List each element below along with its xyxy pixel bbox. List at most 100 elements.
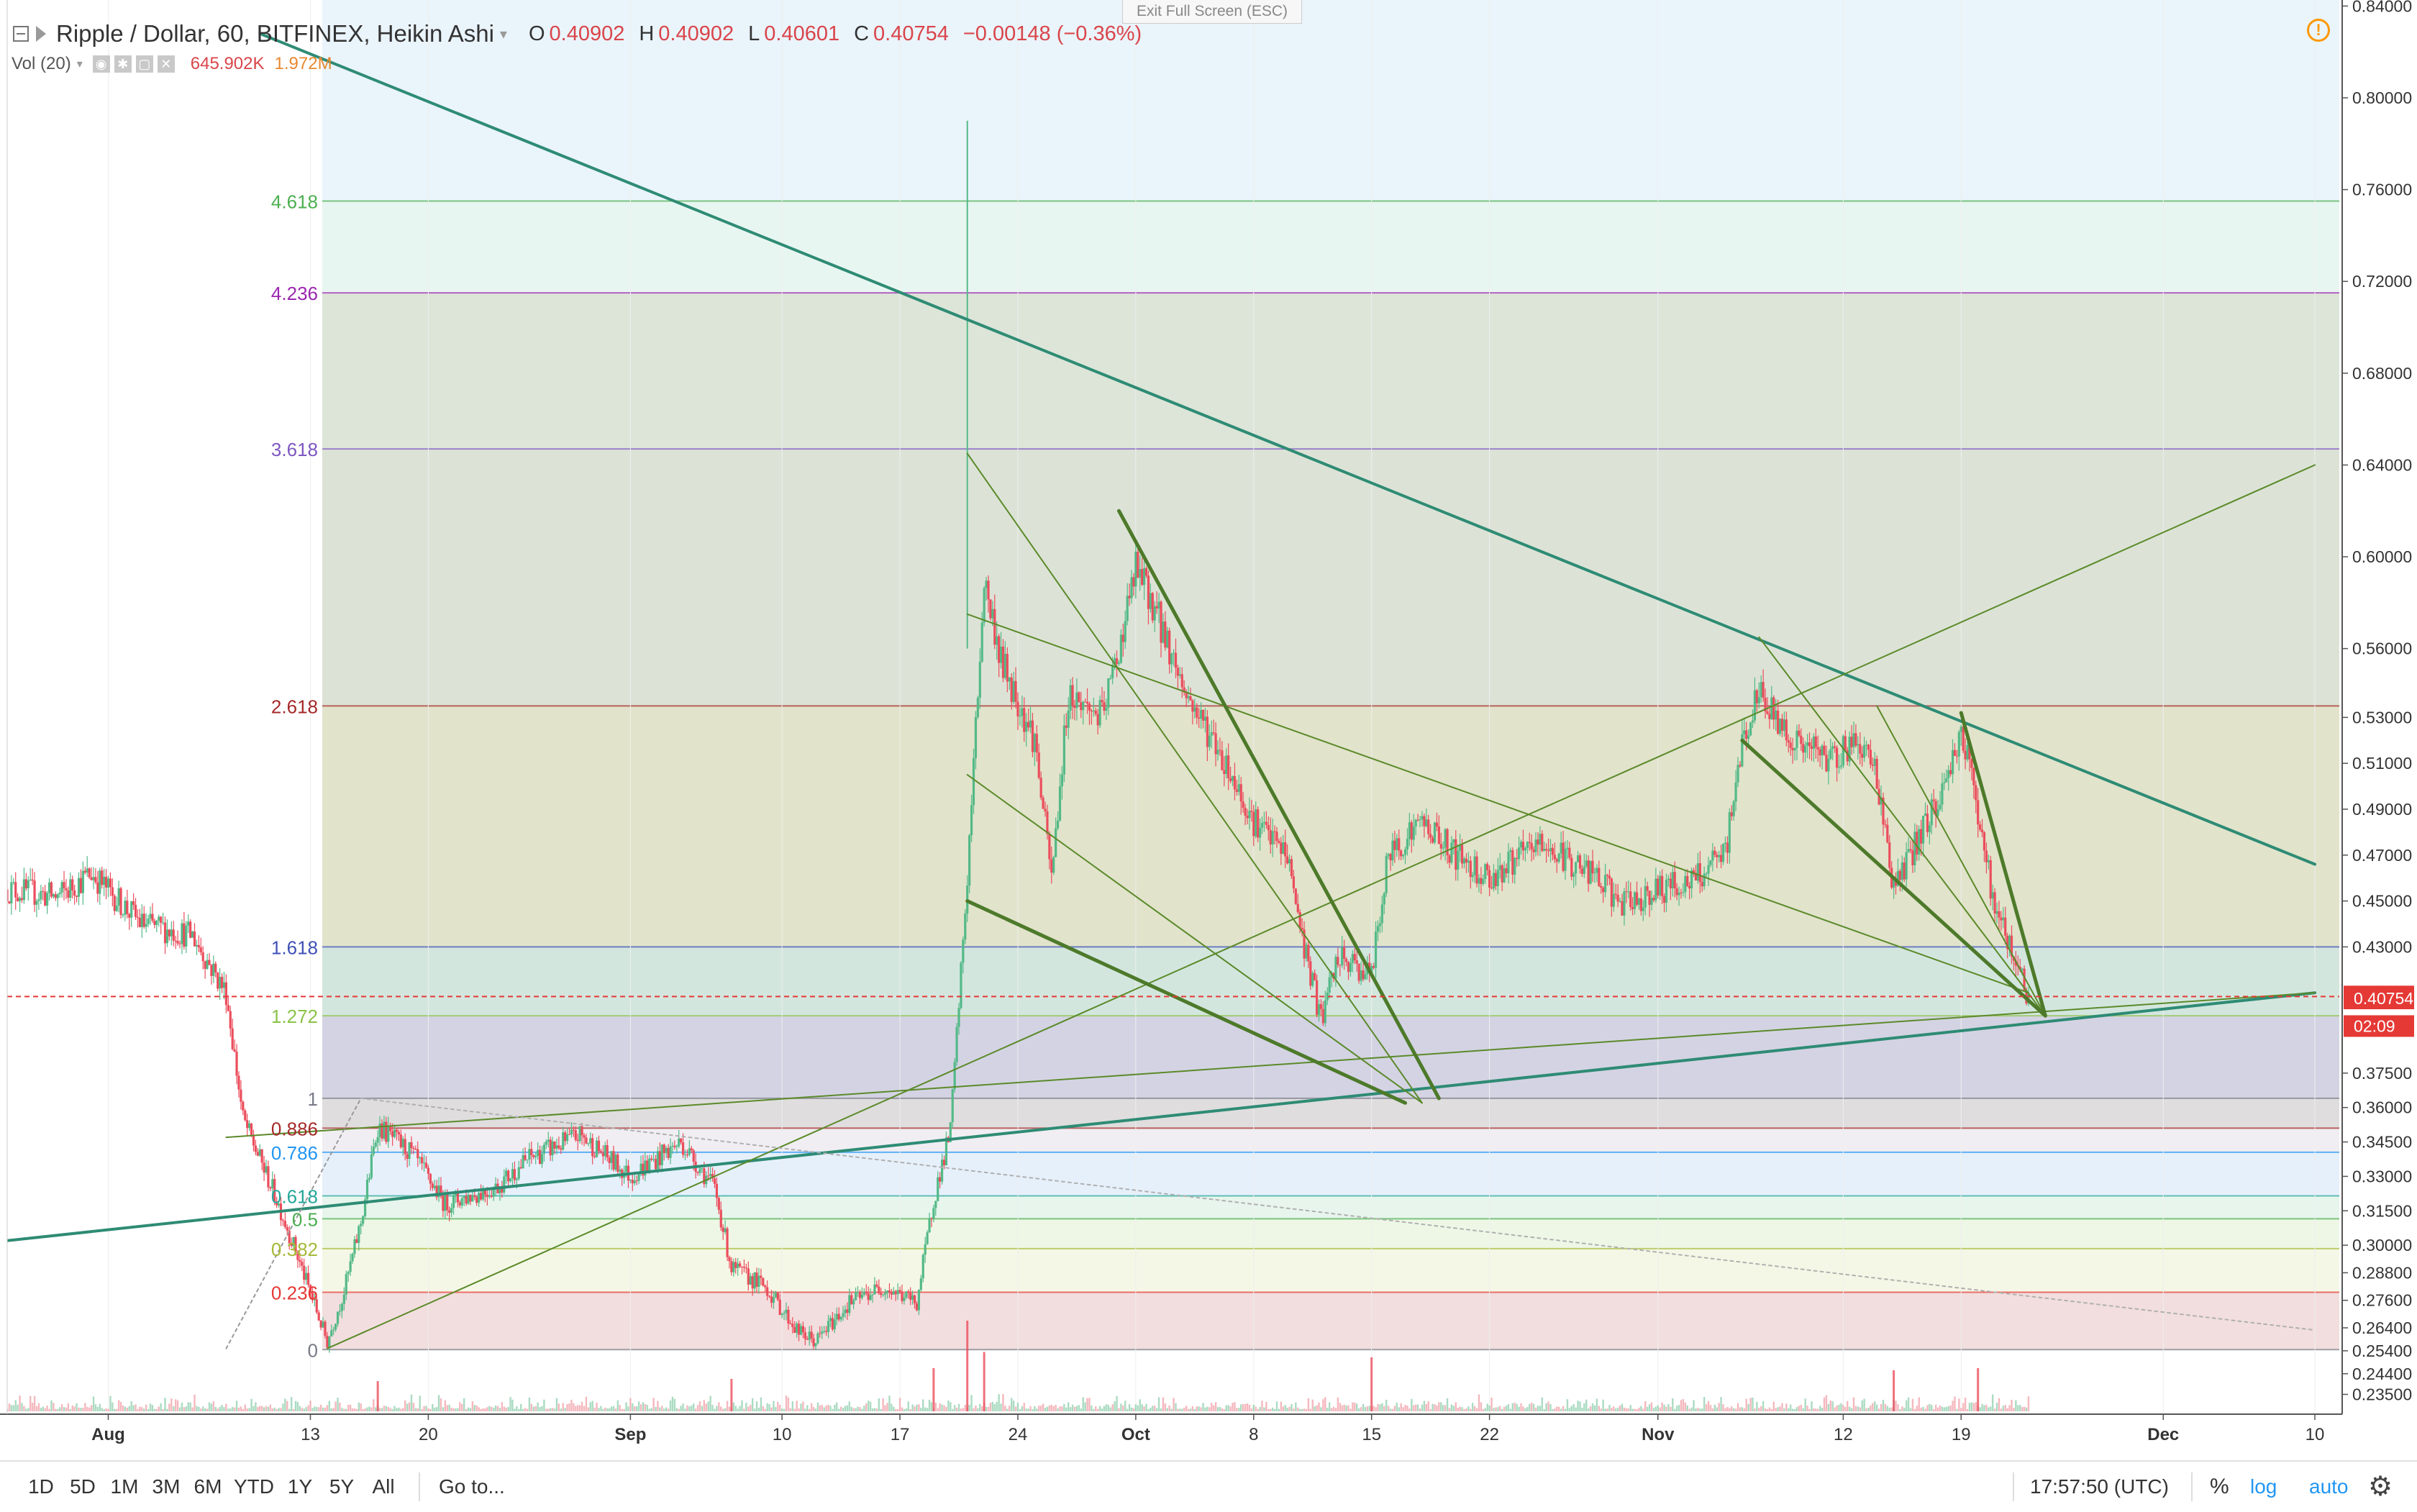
range-5d-button[interactable]: 5D bbox=[70, 1475, 96, 1498]
chevron-down-icon[interactable]: ▾ bbox=[499, 26, 507, 42]
range-5y-button[interactable]: 5Y bbox=[329, 1475, 355, 1498]
volume-bar bbox=[519, 1403, 522, 1411]
candle-body bbox=[1585, 860, 1588, 867]
range-1m-button[interactable]: 1M bbox=[110, 1475, 139, 1498]
candle-body bbox=[591, 1138, 594, 1157]
volume-bar bbox=[1391, 1408, 1394, 1411]
candle-body bbox=[1945, 778, 1948, 783]
candle-body bbox=[1545, 849, 1548, 850]
volume-bar bbox=[1747, 1404, 1749, 1411]
candle-body bbox=[545, 1142, 547, 1145]
range-1y-button[interactable]: 1Y bbox=[287, 1475, 313, 1498]
utc-clock[interactable]: 17:57:50 (UTC) bbox=[2030, 1475, 2169, 1498]
candle-body bbox=[903, 1297, 906, 1301]
log-scale-button[interactable]: log bbox=[2250, 1475, 2277, 1498]
candle-body bbox=[1031, 720, 1034, 752]
volume-bar bbox=[1829, 1401, 1831, 1411]
volume-indicator-name[interactable]: Vol (20) bbox=[12, 54, 71, 73]
candle-body bbox=[1155, 606, 1158, 609]
volume-bar bbox=[366, 1407, 368, 1411]
volume-bar bbox=[1470, 1408, 1472, 1411]
candle-body bbox=[1892, 879, 1895, 888]
volume-bar bbox=[427, 1408, 429, 1411]
candle-body bbox=[1980, 829, 1984, 833]
volume-bar bbox=[629, 1398, 632, 1411]
close-icon[interactable]: ✕ bbox=[157, 55, 175, 73]
candle-body bbox=[2002, 917, 2005, 921]
candle-body bbox=[101, 870, 104, 885]
candle-body bbox=[751, 1276, 754, 1289]
candle-body bbox=[1707, 865, 1710, 874]
volume-bar bbox=[280, 1408, 282, 1411]
alert-icon[interactable]: ! bbox=[2307, 19, 2330, 42]
chevron-down-icon[interactable]: ▾ bbox=[76, 58, 83, 70]
candle-body bbox=[919, 1278, 922, 1290]
x-tick-label: 12 bbox=[1834, 1425, 1853, 1444]
volume-bar bbox=[200, 1408, 202, 1411]
candle-body bbox=[642, 1163, 645, 1176]
square-icon[interactable]: ▢ bbox=[135, 55, 153, 73]
volume-bar bbox=[1069, 1407, 1072, 1411]
candle-body bbox=[1301, 927, 1303, 930]
candle-body bbox=[1543, 849, 1546, 852]
volume-bar bbox=[922, 1399, 924, 1411]
gear-icon[interactable]: ⚙ bbox=[2368, 1472, 2393, 1502]
candle-body bbox=[787, 1309, 790, 1324]
symbol-title[interactable]: Ripple / Dollar, 60, BITFINEX, Heikin As… bbox=[56, 20, 494, 47]
y-tick-label: 0.51000 bbox=[2352, 754, 2412, 773]
candle-body bbox=[970, 805, 973, 836]
volume-bar bbox=[1332, 1406, 1335, 1411]
candle-body bbox=[1657, 878, 1660, 896]
candle-body bbox=[1376, 926, 1380, 932]
volume-bar bbox=[1549, 1403, 1552, 1411]
candle-body bbox=[856, 1292, 860, 1293]
candle-body bbox=[858, 1292, 862, 1298]
candle-body bbox=[1149, 593, 1152, 609]
settings-icon[interactable]: ✱ bbox=[114, 55, 132, 73]
candle-body bbox=[945, 1137, 948, 1165]
volume-bar bbox=[17, 1404, 19, 1411]
volume-bar bbox=[898, 1398, 901, 1411]
range-all-button[interactable]: All bbox=[372, 1475, 395, 1498]
volume-bar bbox=[1139, 1399, 1141, 1411]
range-ytd-button[interactable]: YTD bbox=[234, 1475, 274, 1498]
percent-scale-button[interactable]: % bbox=[2210, 1475, 2229, 1498]
candle-body bbox=[762, 1278, 765, 1286]
candle-body bbox=[1448, 855, 1451, 863]
volume-bar bbox=[678, 1408, 680, 1411]
volume-bar bbox=[743, 1408, 745, 1411]
candle-body bbox=[993, 609, 996, 645]
exit-fullscreen-button[interactable]: Exit Full Screen (ESC) bbox=[1122, 0, 1302, 24]
collapse-legend-icon[interactable] bbox=[13, 26, 29, 42]
range-1d-button[interactable]: 1D bbox=[28, 1475, 54, 1498]
volume-bar bbox=[1543, 1408, 1545, 1411]
volume-bar bbox=[1050, 1405, 1052, 1411]
candle-body bbox=[155, 920, 158, 925]
candle-body bbox=[814, 1343, 817, 1347]
volume-bar bbox=[884, 1405, 886, 1411]
candle-body bbox=[1433, 822, 1437, 843]
volume-bar bbox=[604, 1407, 606, 1411]
volume-bar bbox=[229, 1408, 232, 1411]
candle-body bbox=[522, 1155, 524, 1169]
goto-date-button[interactable]: Go to... bbox=[439, 1475, 505, 1498]
volume-bar bbox=[842, 1408, 845, 1411]
candle-body bbox=[892, 1291, 895, 1295]
volume-bar bbox=[1811, 1401, 1813, 1411]
candle-body bbox=[1242, 801, 1244, 809]
auto-scale-button[interactable]: auto bbox=[2309, 1475, 2349, 1498]
volume-bar bbox=[1979, 1407, 1981, 1411]
range-6m-button[interactable]: 6M bbox=[194, 1475, 222, 1498]
volume-bar bbox=[1318, 1402, 1320, 1411]
volume-bar bbox=[1646, 1406, 1649, 1411]
ohlc-close: C 0.40754 bbox=[854, 22, 949, 45]
volume-bar bbox=[2019, 1405, 2021, 1411]
range-3m-button[interactable]: 3M bbox=[152, 1475, 181, 1498]
eye-icon[interactable]: ◉ bbox=[92, 55, 110, 73]
volume-bar bbox=[1596, 1398, 1598, 1411]
candle-body bbox=[1673, 872, 1676, 888]
candle-body bbox=[494, 1183, 497, 1189]
candle-body bbox=[20, 898, 24, 901]
candle-body bbox=[1103, 702, 1106, 711]
